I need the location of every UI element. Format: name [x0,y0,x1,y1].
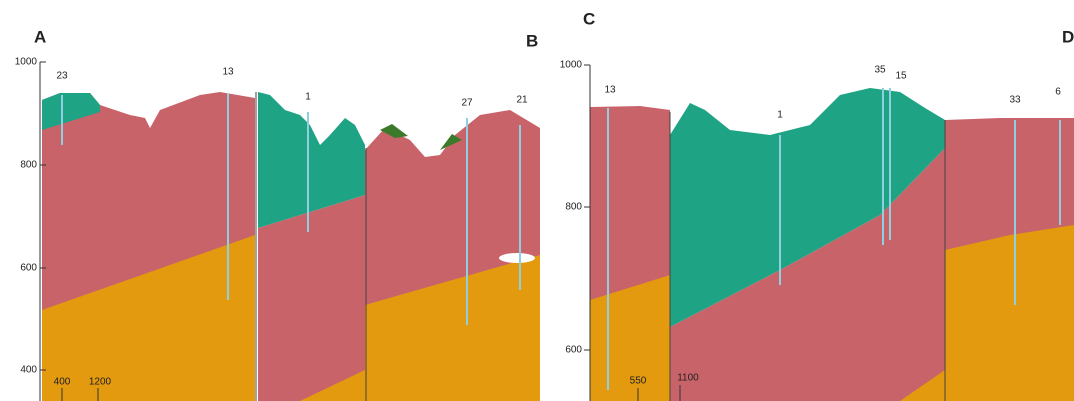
section-c-d: C D 1000 800 600 13 1 35 15 33 6 550 110… [560,9,1074,401]
well-label: 6 [1055,87,1061,98]
well-label: 27 [461,98,473,109]
cross-sections: A B 1000 800 600 400 23 13 1 27 21 400 1… [0,0,1074,401]
y-tick-label: 1000 [560,60,583,71]
well-label: 13 [222,67,234,78]
panel-label: B [526,31,538,50]
y-tick-label: 600 [565,345,582,356]
orange-layer [945,225,1074,401]
y-tick-label: 800 [565,202,582,213]
distance-label: 400 [54,377,71,388]
y-tick-label: 600 [20,263,37,274]
well-label: 1 [305,92,311,103]
y-tick-label: 1000 [15,57,38,68]
distance-label: 1100 [677,373,699,384]
distance-label: 550 [630,376,647,387]
well-label: 1 [777,110,783,121]
well-label: 33 [1009,95,1021,106]
panel-label: A [34,27,46,46]
panel-label: D [1062,27,1074,46]
well-label: 13 [604,85,616,96]
well-label: 21 [516,95,528,106]
y-tick-label: 800 [20,160,37,171]
well-label: 23 [56,71,68,82]
well-label: 15 [895,71,907,82]
red-layer [258,195,365,401]
well-label: 35 [874,65,886,76]
distance-label: 1200 [89,377,112,388]
panel-label: C [583,9,595,28]
y-tick-label: 400 [20,365,37,376]
white-lens [499,253,535,263]
section-a-b: A B 1000 800 600 400 23 13 1 27 21 400 1… [15,27,540,401]
